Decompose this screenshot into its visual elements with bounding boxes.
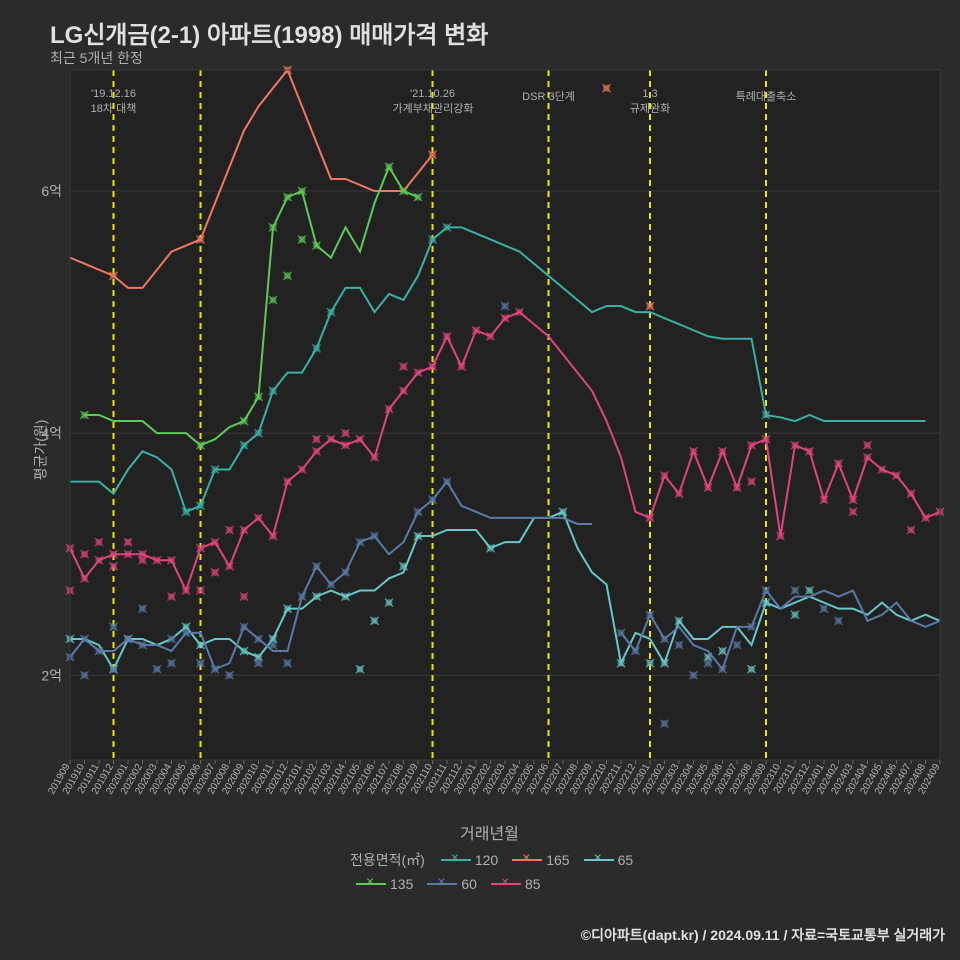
- svg-text:2억: 2억: [41, 667, 62, 683]
- plot-area: 2억4억6억2019092019102019112019122020012020…: [0, 0, 960, 960]
- price-chart: LG신개금(2-1) 아파트(1998) 매매가격 변화 최근 5개년 한정 평…: [0, 0, 960, 960]
- svg-text:6억: 6억: [41, 183, 62, 199]
- chart-footer: ©디아파트(dapt.kr) / 2024.09.11 / 자료=국토교통부 실…: [581, 925, 945, 945]
- svg-text:4억: 4억: [41, 425, 62, 441]
- legend: 전용면적(㎡)12016565 1356085: [350, 850, 641, 898]
